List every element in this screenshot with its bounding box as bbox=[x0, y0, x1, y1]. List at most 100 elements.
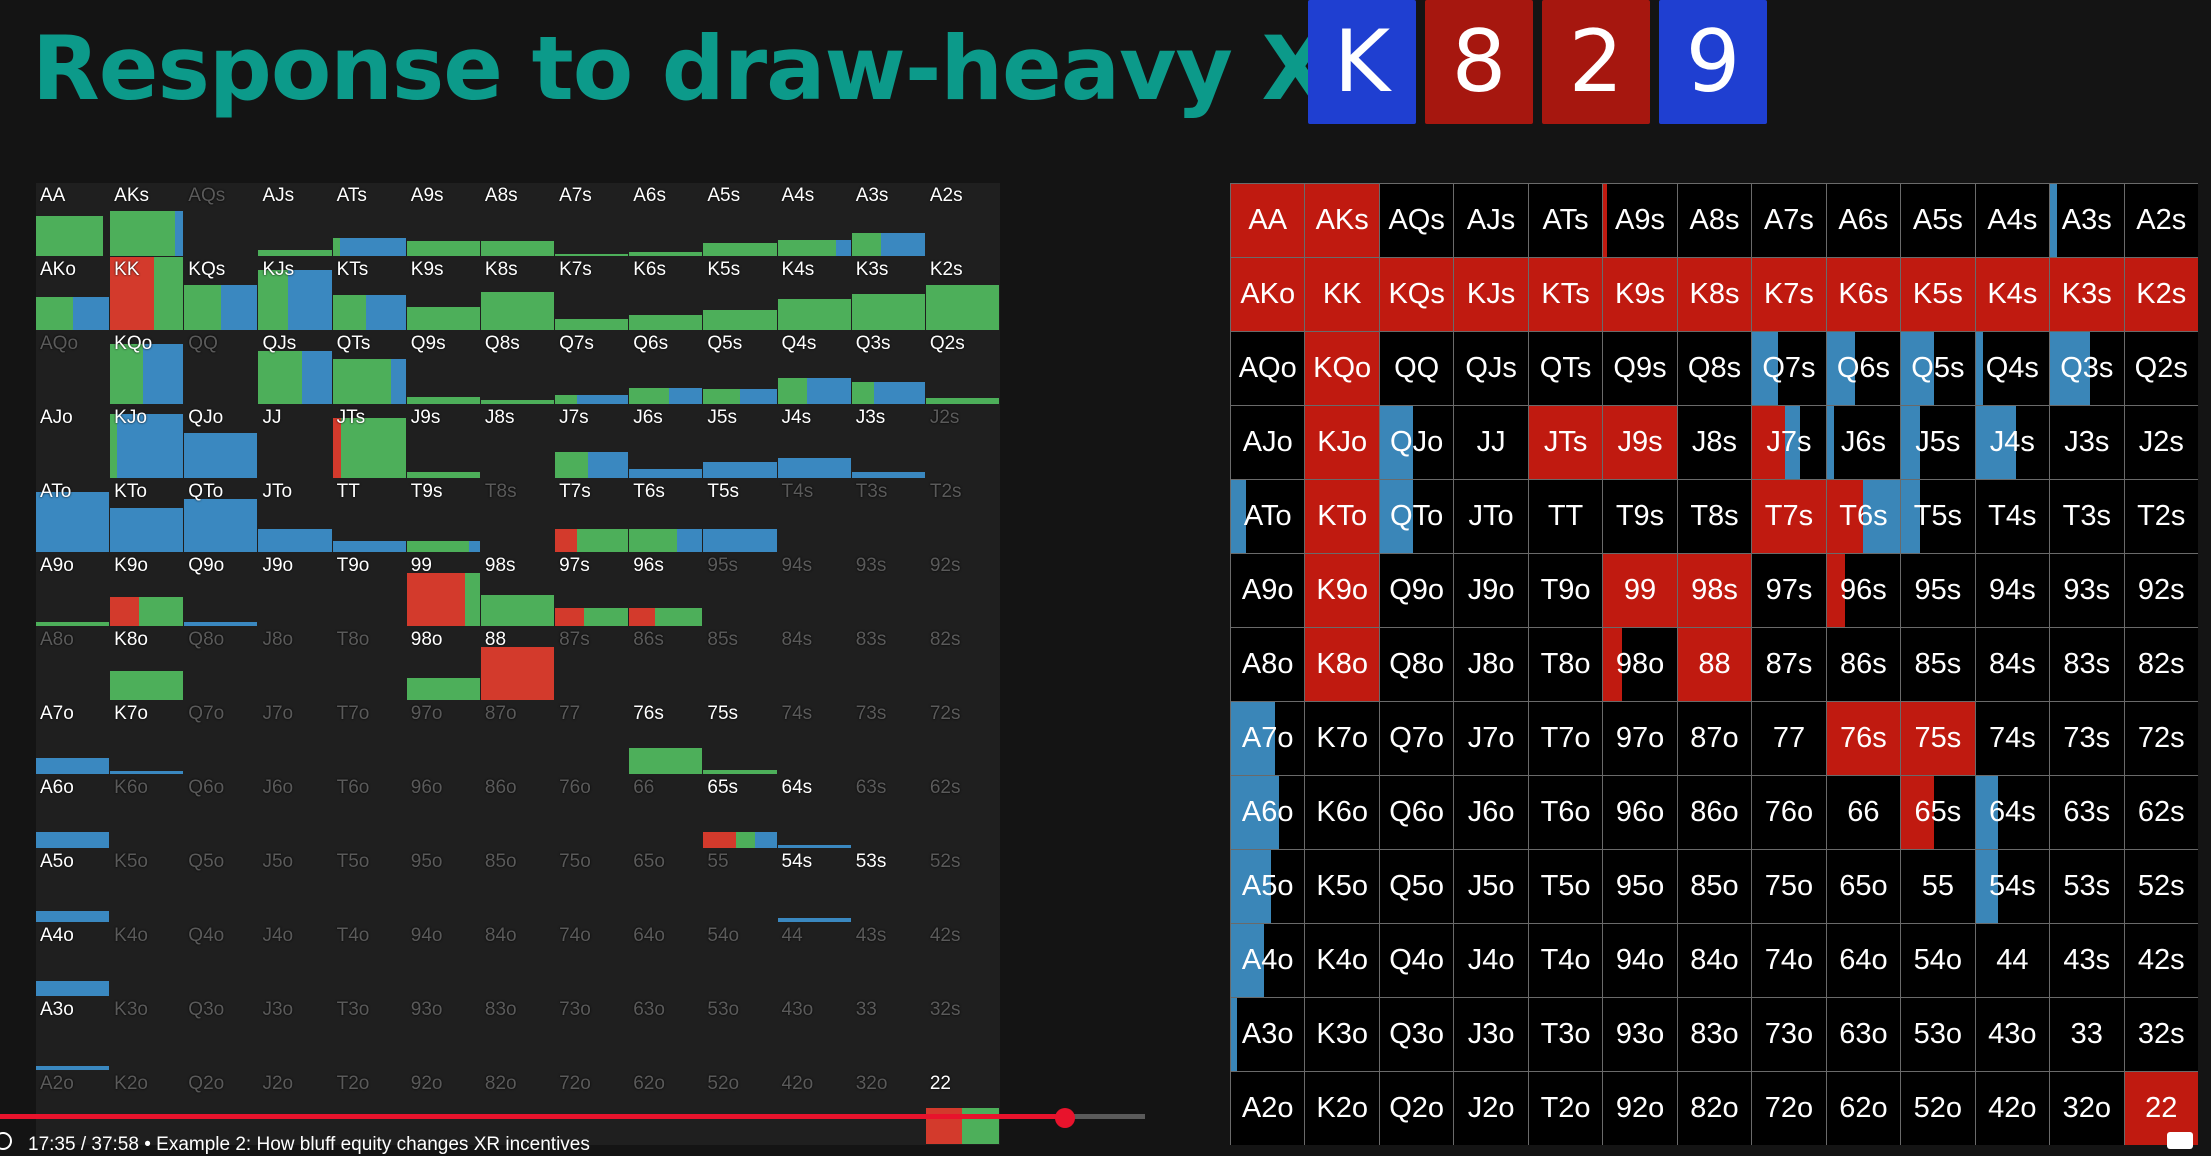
hand-label: J4o bbox=[1467, 944, 1515, 976]
range-cell: 85s bbox=[1900, 627, 1976, 702]
frequency-bar bbox=[629, 469, 703, 478]
range-cell: 95s bbox=[1900, 553, 1976, 628]
range-cell: A3s bbox=[2049, 183, 2125, 258]
hand-label: 85s bbox=[707, 629, 739, 650]
strategy-cell: Q5s bbox=[703, 331, 777, 404]
hand-label: J5s bbox=[1915, 426, 1961, 458]
hand-label: 96s bbox=[633, 555, 664, 576]
hand-label: J9o bbox=[1467, 574, 1515, 606]
hand-label: A8o bbox=[1241, 648, 1294, 680]
subtitles-icon[interactable] bbox=[2167, 1132, 2193, 1149]
range-cell: TT bbox=[1527, 479, 1604, 554]
strategy-cell: K5o bbox=[110, 849, 183, 922]
hand-label: Q3o bbox=[1389, 1018, 1445, 1050]
hand-label: QTs bbox=[336, 333, 371, 354]
range-cell: 63s bbox=[2049, 775, 2125, 850]
hand-label: A3s bbox=[855, 185, 889, 206]
frequency-bar bbox=[174, 210, 184, 256]
range-cell: T4s bbox=[1974, 479, 2051, 554]
frequency-bar bbox=[258, 528, 332, 552]
hand-label: A8s bbox=[484, 185, 518, 206]
strategy-cell: T8s bbox=[481, 479, 554, 552]
hand-label: 86s bbox=[633, 629, 664, 650]
strategy-cell: Q4o bbox=[184, 923, 257, 996]
strategy-cell: 64o bbox=[629, 923, 702, 996]
raise-fill bbox=[1826, 554, 1846, 627]
hand-label: A3s bbox=[2061, 204, 2112, 236]
range-cell: 97o bbox=[1602, 701, 1678, 776]
hand-label: 43s bbox=[2063, 944, 2111, 976]
hand-label: 72s bbox=[929, 703, 961, 724]
hand-label: 62s bbox=[929, 777, 961, 798]
hand-label: AA bbox=[40, 185, 66, 206]
strategy-cell: 92s bbox=[926, 553, 999, 626]
hand-label: 93s bbox=[2063, 574, 2111, 606]
range-cell: ATo bbox=[1230, 479, 1306, 554]
range-cell: 82s bbox=[2123, 627, 2198, 702]
strategy-cell: J7o bbox=[258, 701, 331, 774]
hand-label: K2s bbox=[2136, 278, 2187, 310]
range-cell: QQ bbox=[1378, 331, 1455, 406]
frequency-bar bbox=[555, 528, 577, 552]
range-cell: K6o bbox=[1304, 775, 1380, 850]
strategy-cell: K2s bbox=[925, 257, 999, 330]
frequency-bar bbox=[777, 457, 851, 478]
range-cell: ATs bbox=[1527, 183, 1604, 258]
strategy-cell: Q3s bbox=[851, 331, 925, 404]
frequency-bar bbox=[110, 771, 184, 774]
progress-bar[interactable] bbox=[0, 1108, 1145, 1128]
frequency-bar bbox=[777, 299, 851, 330]
frequency-bar bbox=[555, 319, 629, 330]
hand-label: K7s bbox=[559, 259, 592, 280]
range-cell: 44 bbox=[1974, 923, 2051, 998]
frequency-bar bbox=[406, 573, 466, 626]
play-icon[interactable] bbox=[0, 1132, 12, 1150]
strategy-cell: 96s bbox=[629, 553, 703, 626]
range-cell: T2s bbox=[2123, 479, 2198, 554]
hand-label: 74o bbox=[559, 925, 591, 946]
hand-label: KTs bbox=[1541, 278, 1590, 310]
chapter-title[interactable]: Example 2: How bluff equity changes XR i… bbox=[156, 1134, 590, 1155]
hand-label: 77 bbox=[559, 703, 581, 724]
hand-label: 98s bbox=[1691, 574, 1738, 606]
hand-label: K9s bbox=[410, 259, 444, 280]
hand-label: 32o bbox=[855, 1073, 888, 1094]
hand-label: A4s bbox=[781, 185, 815, 206]
strategy-cell: KJo bbox=[110, 405, 184, 478]
range-cell: T3s bbox=[2049, 479, 2125, 554]
hand-label: J7s bbox=[1766, 426, 1812, 458]
frequency-bar bbox=[806, 378, 851, 404]
strategy-cell: 75s bbox=[703, 701, 777, 774]
hand-label: KTs bbox=[336, 259, 369, 280]
hand-label: K2s bbox=[929, 259, 963, 280]
hand-label: 88 bbox=[484, 629, 507, 650]
frequency-bar bbox=[341, 418, 406, 478]
progress-scrubber[interactable] bbox=[1054, 1108, 1075, 1128]
hand-label: J8s bbox=[1691, 426, 1738, 458]
strategy-cell: J6o bbox=[258, 775, 331, 848]
hand-label: A7o bbox=[1241, 722, 1294, 754]
strategy-cell: A6s bbox=[629, 183, 703, 256]
call-fill bbox=[1379, 406, 1413, 479]
range-cell: J2s bbox=[2123, 405, 2198, 480]
hand-label: K9o bbox=[114, 555, 148, 576]
hand-label: Q2o bbox=[188, 1073, 225, 1094]
range-cell: T5o bbox=[1527, 849, 1604, 924]
raise-fill bbox=[1826, 702, 1901, 775]
hand-label: 97s bbox=[559, 555, 590, 576]
hand-label: J2o bbox=[262, 1073, 294, 1094]
frequency-bar bbox=[925, 398, 999, 404]
frequency-bar bbox=[703, 309, 777, 330]
strategy-cell: JTo bbox=[258, 479, 332, 552]
strategy-cell: 54o bbox=[703, 923, 776, 996]
strategy-cell: K5s bbox=[703, 257, 777, 330]
range-cell: 76s bbox=[1825, 701, 1902, 776]
hand-label: Q2s bbox=[929, 333, 965, 354]
strategy-cell: J6s bbox=[629, 405, 703, 478]
strategy-cell: 74s bbox=[778, 701, 851, 774]
strategy-cell: AJo bbox=[36, 405, 109, 478]
hand-label: AKo bbox=[1240, 278, 1296, 310]
frequency-bar bbox=[962, 1107, 999, 1144]
range-cell: AKo bbox=[1230, 257, 1306, 332]
hand-label: 98o bbox=[410, 629, 443, 650]
